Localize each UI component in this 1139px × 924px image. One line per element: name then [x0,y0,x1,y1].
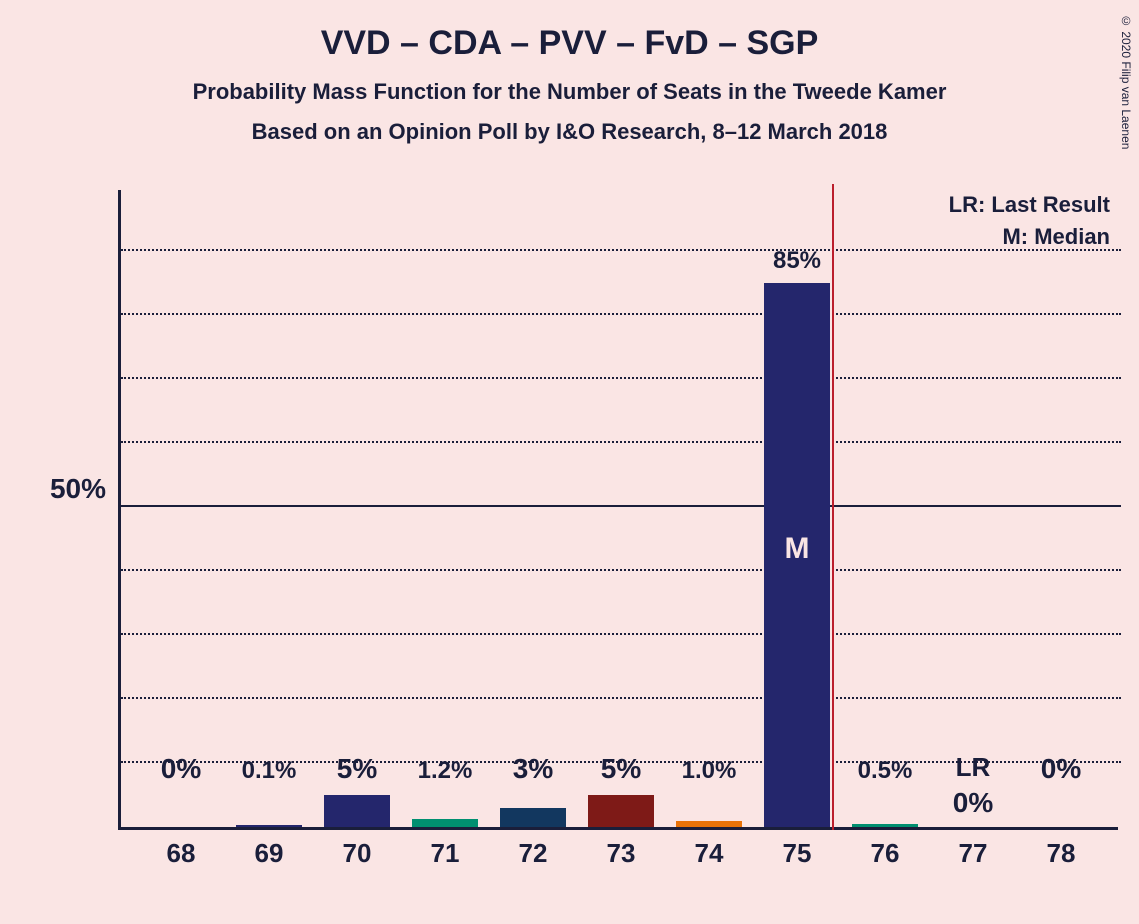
y-axis-label: 50% [50,473,106,505]
copyright: © 2020 Filip van Laenen [1119,14,1133,149]
legend-median: M: Median [1002,224,1110,250]
bar-value-label: 3% [513,753,553,785]
gridline-minor [121,249,1121,251]
bar-value-label: 0% [953,787,993,819]
gridline-minor [121,697,1121,699]
seats-pmf-chart: 50%0%680.1%695%701.2%713%725%731.0%7485%… [118,190,1118,870]
bar-value-label: 5% [337,753,377,785]
plot-area: 50%0%680.1%695%701.2%713%725%731.0%7485%… [118,190,1118,830]
chart-title: VVD – CDA – PVV – FvD – SGP [0,0,1139,63]
bar [588,795,654,827]
bar-value-label: 0% [161,753,201,785]
bar-value-label: 1.2% [418,757,473,785]
bar-value-label: 0.1% [242,757,297,785]
x-axis-label: 69 [255,838,284,869]
bar [412,819,478,827]
gridline-minor [121,313,1121,315]
x-axis-label: 78 [1047,838,1076,869]
chart-subtitle-1: Probability Mass Function for the Number… [0,63,1139,105]
bar-value-label: 5% [601,753,641,785]
bar [236,825,302,827]
chart-subtitle-2: Based on an Opinion Poll by I&O Research… [0,105,1139,145]
bar [852,824,918,827]
median-marker: M [785,532,810,566]
x-axis-label: 76 [871,838,900,869]
x-axis-label: 77 [959,838,988,869]
bar-value-label: 0.5% [858,757,913,785]
gridline-minor [121,441,1121,443]
legend-last-result: LR: Last Result [949,192,1110,218]
gridline-minor [121,569,1121,571]
gridline-minor [121,633,1121,635]
x-axis-label: 74 [695,838,724,869]
bar [500,808,566,827]
x-axis-label: 70 [343,838,372,869]
x-axis-label: 73 [607,838,636,869]
bar-value-label: 0% [1041,753,1081,785]
gridline-major [121,505,1121,507]
x-axis-label: 68 [167,838,196,869]
bar-value-label: 85% [773,247,821,275]
x-axis-label: 72 [519,838,548,869]
x-axis-label: 75 [783,838,812,869]
bar [676,821,742,827]
last-result-marker: LR [956,752,991,783]
x-axis-label: 71 [431,838,460,869]
bar-value-label: 1.0% [682,757,737,785]
gridline-minor [121,377,1121,379]
median-line [832,184,834,830]
bar [324,795,390,827]
